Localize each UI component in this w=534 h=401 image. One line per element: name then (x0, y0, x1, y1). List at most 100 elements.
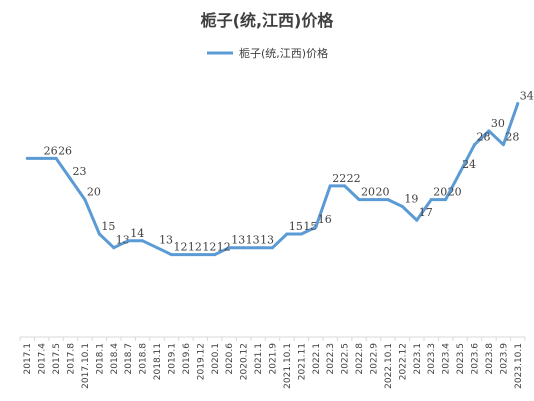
x-tick-label: 2023.9 (499, 343, 509, 375)
data-point (155, 246, 159, 250)
x-tick-label: 2020.6 (225, 343, 235, 375)
data-point (299, 232, 303, 236)
data-label: 34 (520, 89, 534, 102)
data-point (54, 156, 58, 160)
data-point (69, 177, 72, 181)
data-label: 20 (376, 186, 390, 199)
legend: 栀子(统,江西)价格 (207, 46, 328, 60)
x-tick-label: 2023.4 (442, 343, 452, 375)
data-point (112, 246, 116, 250)
data-label: 16 (318, 213, 332, 226)
data-label: 20 (361, 186, 375, 199)
x-tick-label: 2018.11 (153, 343, 163, 380)
x-tick-label: 2017.8 (67, 343, 77, 375)
data-label: 28 (505, 131, 519, 144)
x-tick-label: 2019.1 (168, 343, 178, 375)
data-label: 24 (462, 158, 476, 171)
data-point (516, 101, 520, 105)
data-point (83, 198, 87, 202)
x-tick-label: 2021.10.1 (283, 343, 293, 389)
data-label: 30 (491, 117, 505, 130)
x-tick-label: 2023.8 (485, 343, 495, 375)
data-label: 22 (347, 172, 361, 185)
data-label: 28 (477, 131, 491, 144)
x-tick-label: 2019.6 (182, 343, 192, 375)
data-point (271, 246, 274, 250)
data-label: 12 (217, 241, 231, 254)
data-label: 15 (289, 220, 303, 233)
data-point (415, 218, 419, 222)
data-label: 15 (303, 220, 317, 233)
x-tick-label: 2022.5 (341, 343, 351, 375)
x-tick-label: 2023.5 (456, 343, 466, 375)
x-tick-label: 2022.3 (326, 343, 336, 375)
data-label: 12 (174, 241, 188, 254)
data-point (213, 253, 217, 257)
chart-title: 栀子(统,江西)价格 (201, 11, 335, 30)
x-tick-label: 2019.12 (196, 343, 206, 380)
data-point (40, 156, 44, 160)
data-point (357, 198, 361, 202)
x-tick-label: 2017.10.1 (81, 343, 91, 389)
data-label: 26 (44, 144, 58, 157)
x-tick-label: 2018.8 (139, 343, 149, 375)
x-tick-label: 2023.1 (413, 343, 423, 375)
data-label: 22 (332, 172, 346, 185)
data-label: 14 (130, 227, 144, 240)
data-point (198, 253, 202, 257)
data-point (184, 253, 188, 257)
x-tick-label: 2023.3 (427, 343, 437, 375)
data-label: 13 (231, 234, 245, 247)
data-label: 20 (448, 186, 462, 199)
data-point (285, 232, 289, 236)
data-point (501, 143, 505, 147)
data-label: 13 (159, 234, 173, 247)
data-label: 19 (404, 193, 418, 206)
x-tick-label: 2022.9 (370, 343, 380, 375)
x-tick-label: 2018.1 (95, 343, 105, 375)
data-label: 15 (101, 220, 115, 233)
x-tick-label: 2020.1 (211, 343, 221, 375)
x-tick-label: 2022.8 (355, 343, 365, 375)
data-point (343, 184, 347, 188)
x-tick-label: 2018.7 (124, 343, 134, 375)
data-point (386, 198, 390, 202)
data-point (141, 239, 145, 243)
data-point (227, 246, 231, 250)
data-label: 12 (188, 241, 202, 254)
x-tick-label: 2020.12 (240, 343, 250, 380)
data-point (25, 156, 29, 160)
x-tick-label: 2022.1 (312, 343, 322, 375)
data-point (458, 170, 462, 174)
data-label: 26 (58, 144, 72, 157)
data-label: 20 (87, 186, 101, 199)
data-point (487, 129, 491, 133)
x-tick-label: 2023.6 (471, 343, 481, 375)
data-label: 17 (419, 206, 433, 219)
data-label: 13 (116, 234, 130, 247)
data-point (126, 239, 130, 243)
data-label: 13 (246, 234, 260, 247)
data-point (328, 184, 332, 188)
data-label: 23 (73, 165, 87, 178)
data-point (242, 246, 246, 250)
x-tick-label: 2017.4 (38, 343, 48, 375)
x-tick-label: 2022.12 (398, 343, 408, 380)
data-label: 13 (260, 234, 274, 247)
x-tick-label: 2021.9 (269, 343, 279, 375)
x-tick-label: 2017.1 (23, 343, 33, 375)
x-tick-label: 2017.5 (52, 343, 62, 375)
data-point (97, 232, 101, 236)
data-label: 20 (433, 186, 447, 199)
data-label: 12 (202, 241, 216, 254)
legend-label: 栀子(统,江西)价格 (239, 46, 328, 60)
x-tick-label: 2021.11 (297, 343, 307, 380)
data-point (429, 198, 433, 202)
data-point (400, 205, 404, 208)
x-tick-label: 2021.1 (254, 343, 264, 375)
data-point (314, 225, 318, 229)
data-point (444, 198, 448, 202)
